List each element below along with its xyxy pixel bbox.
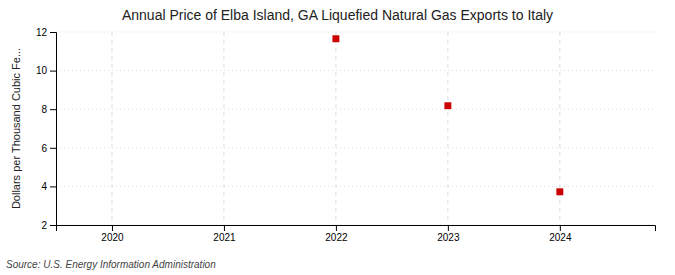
grid-line-y bbox=[56, 147, 655, 148]
y-tick-label: 8 bbox=[41, 104, 47, 115]
y-tick: 12 bbox=[36, 27, 56, 38]
grid bbox=[56, 32, 655, 225]
y-tick-label: 4 bbox=[41, 181, 47, 192]
y-tick-mark bbox=[50, 32, 56, 33]
source-note: Source: U.S. Energy Information Administ… bbox=[6, 259, 216, 270]
y-tick-label: 6 bbox=[41, 143, 47, 154]
y-tick-mark bbox=[50, 186, 56, 187]
x-tick: 2020 bbox=[101, 225, 124, 243]
x-tick-mark bbox=[336, 225, 337, 231]
y-tick-mark bbox=[50, 225, 56, 226]
y-tick-label: 2 bbox=[41, 220, 47, 231]
y-axis: 2 4 6 8 10 12 bbox=[36, 27, 57, 231]
grid-line-x bbox=[223, 32, 224, 225]
grid-line-y bbox=[56, 186, 655, 187]
x-tick-mark bbox=[224, 225, 225, 231]
grid-line-x bbox=[111, 32, 112, 225]
x-tick-label: 2021 bbox=[213, 232, 236, 243]
point bbox=[332, 35, 339, 42]
grid-line-y bbox=[56, 70, 655, 71]
x-tick-mark bbox=[448, 225, 449, 231]
x-tick: 2024 bbox=[549, 225, 572, 243]
grid-line-y bbox=[56, 32, 655, 33]
y-axis-line bbox=[50, 33, 57, 226]
x-axis-line bbox=[57, 226, 656, 232]
y-tick-mark bbox=[50, 109, 56, 110]
x-tick: 2023 bbox=[437, 225, 460, 243]
point bbox=[556, 188, 563, 195]
y-tick-label: 10 bbox=[36, 65, 48, 76]
y-tick-mark bbox=[50, 71, 56, 72]
x-tick-label: 2022 bbox=[325, 232, 348, 243]
x-tick-mark bbox=[112, 225, 113, 231]
x-tick-label: 2020 bbox=[101, 232, 124, 243]
grid-line-y bbox=[56, 109, 655, 110]
grid-line-x bbox=[559, 32, 560, 225]
point bbox=[444, 102, 451, 109]
y-axis-title: Dollars per Thousand Cubic Fe... bbox=[10, 48, 22, 209]
y-tick: 2 bbox=[41, 220, 56, 231]
x-axis: 2020 2021 2022 2023 2024 bbox=[57, 225, 656, 243]
y-tick-mark bbox=[50, 148, 56, 149]
y-tick-label: 12 bbox=[36, 27, 48, 38]
grid-line-x bbox=[447, 32, 448, 225]
y-tick: 8 bbox=[41, 104, 56, 115]
plot-area bbox=[332, 35, 563, 195]
x-tick-label: 2023 bbox=[437, 232, 460, 243]
title: Annual Price of Elba Island, GA Liquefie… bbox=[122, 7, 553, 23]
x-tick-mark bbox=[560, 225, 561, 231]
y-tick: 6 bbox=[41, 143, 56, 154]
y-tick: 4 bbox=[41, 181, 56, 192]
y-tick: 10 bbox=[36, 65, 56, 76]
x-tick-label: 2024 bbox=[549, 232, 572, 243]
grid-line-x bbox=[335, 32, 336, 225]
chart: 2020 2021 2022 2023 2024 2 4 6 8 10 12 Annual Price… bbox=[0, 0, 675, 275]
x-tick: 2022 bbox=[325, 225, 348, 243]
x-tick: 2021 bbox=[213, 225, 236, 243]
